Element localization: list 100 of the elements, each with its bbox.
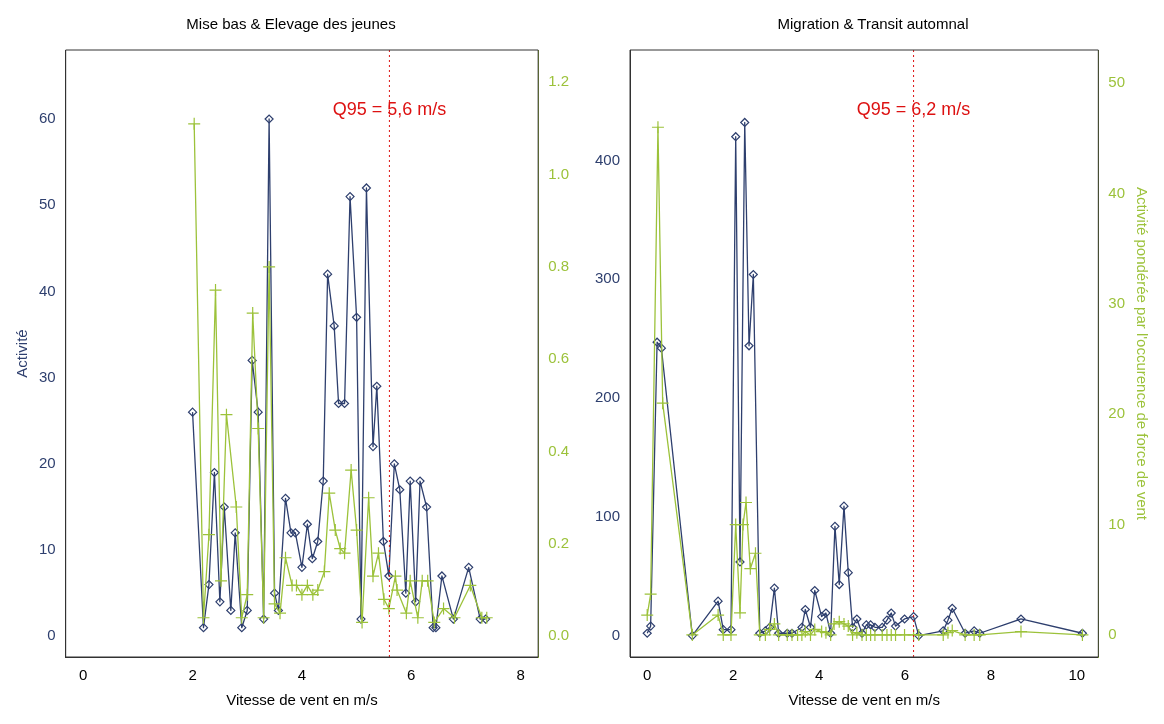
point (368, 442, 378, 452)
point (269, 588, 280, 598)
point (219, 502, 229, 512)
point (448, 614, 458, 624)
point (290, 528, 300, 538)
point (323, 269, 333, 279)
point (800, 604, 810, 615)
point (464, 562, 474, 572)
point (731, 132, 741, 142)
point (306, 588, 320, 602)
point (436, 601, 451, 616)
point (819, 626, 833, 640)
point (361, 183, 372, 193)
point (311, 583, 325, 597)
y-tick-label: 40 (39, 281, 56, 299)
point (384, 571, 394, 581)
y-tick-label: 200 (595, 388, 621, 406)
y2-tick-label: 1.2 (548, 72, 570, 90)
point (198, 623, 209, 633)
point (943, 615, 953, 625)
point (415, 476, 425, 486)
point (797, 622, 807, 632)
point (765, 622, 775, 632)
point (947, 603, 957, 613)
point (280, 493, 291, 503)
point (810, 585, 820, 596)
point (355, 615, 369, 629)
point (246, 306, 260, 320)
ref-line-label: Q95 = 5,6 m/s (332, 98, 447, 119)
point (644, 587, 658, 601)
point (646, 621, 656, 631)
x-tick-label: 8 (516, 666, 525, 684)
point (652, 337, 662, 347)
y2-tick-label: 10 (1108, 514, 1125, 532)
point (215, 597, 225, 607)
point (782, 628, 792, 638)
point (405, 476, 415, 486)
y-tick-label: 60 (39, 109, 56, 127)
point (295, 588, 309, 602)
ref-line-label: Q95 = 6,2 m/s (856, 98, 971, 119)
point (204, 579, 214, 590)
x-tick-label: 4 (814, 666, 824, 684)
x-tick-label: 2 (188, 666, 197, 684)
x-tick-label: 10 (1068, 666, 1086, 684)
y2-tick-label: 0.0 (548, 626, 570, 644)
point (329, 321, 339, 331)
point (229, 500, 243, 514)
y-axis-title: Activité (13, 329, 31, 378)
x-tick-label: 0 (79, 666, 88, 684)
point (344, 463, 358, 477)
point (240, 588, 254, 602)
point (345, 191, 355, 202)
point (886, 608, 896, 618)
point (774, 628, 784, 638)
y2-tick-label: 50 (1108, 73, 1125, 91)
point (726, 625, 736, 635)
point (262, 260, 276, 274)
point (209, 467, 220, 478)
y2-tick-label: 40 (1108, 183, 1125, 201)
point (427, 615, 441, 629)
point (378, 536, 388, 547)
point (317, 565, 331, 579)
point (1077, 628, 1088, 638)
point (938, 626, 948, 636)
point (377, 592, 391, 606)
point (208, 283, 223, 297)
chart-title: Migration & Transit automnal (777, 15, 969, 33)
point (237, 623, 247, 633)
point (356, 614, 366, 624)
x-tick-label: 6 (407, 666, 416, 684)
point (390, 583, 404, 597)
point (253, 407, 263, 417)
point (837, 617, 851, 631)
point (748, 546, 763, 560)
point (724, 628, 738, 642)
point (767, 617, 781, 631)
point (877, 622, 887, 632)
point (302, 519, 312, 529)
point (882, 615, 892, 625)
point (890, 621, 901, 631)
point (975, 628, 985, 638)
point (251, 421, 265, 436)
point (787, 628, 797, 638)
point (382, 601, 396, 616)
chart-title: Mise bas & Elevage des jeunes (186, 15, 396, 33)
point (307, 554, 317, 564)
point (372, 381, 382, 391)
y-tick-label: 300 (595, 269, 621, 287)
point (960, 628, 970, 638)
point (230, 528, 240, 538)
point (411, 611, 425, 625)
point (832, 615, 846, 629)
y-tick-label: 400 (595, 150, 621, 168)
y-tick-label: 30 (39, 367, 56, 385)
point (187, 117, 201, 131)
point (463, 578, 477, 593)
point (743, 562, 757, 576)
point (656, 343, 666, 353)
x-tick-label: 4 (297, 666, 307, 684)
point (322, 486, 336, 500)
